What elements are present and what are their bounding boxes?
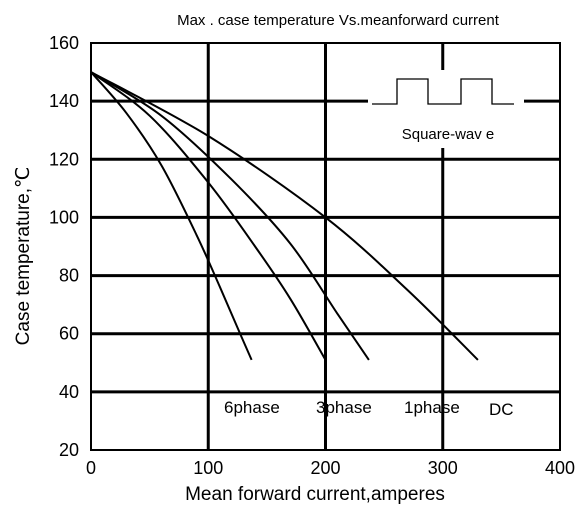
square-wave-inset: Square-wav e	[360, 70, 546, 148]
series-label-6phase: 6phase	[224, 398, 280, 417]
plot-frame	[90, 42, 561, 451]
series-line-1phase	[90, 71, 370, 361]
y-tick-label: 100	[49, 207, 79, 227]
x-tick-label: 0	[86, 458, 96, 478]
x-tick-label: 400	[545, 458, 575, 478]
y-tick-label: 60	[59, 324, 79, 344]
series-label-dc: DC	[489, 400, 514, 419]
x-axis-label: Mean forward current,amperes	[185, 484, 445, 505]
y-tick-label: 20	[59, 440, 79, 460]
x-tick-label: 300	[428, 458, 458, 478]
x-tick-label: 100	[193, 458, 223, 478]
chart-title: Max . case temperature Vs.meanforward cu…	[177, 12, 500, 29]
tick-labels: 0 100 200 300 400 20 40 60 80 100 120 140 160	[49, 33, 575, 478]
y-tick-label: 140	[49, 91, 79, 111]
series-label-1phase: 1phase	[404, 398, 460, 417]
series-lines	[90, 71, 479, 361]
y-tick-label: 120	[49, 149, 79, 169]
y-tick-label: 80	[59, 266, 79, 286]
inset-label: Square-wav e	[402, 126, 495, 143]
series-labels: 6phase 3phase 1phase DC	[224, 398, 514, 419]
series-line-3phase	[90, 71, 327, 361]
square-wave-icon	[372, 78, 514, 105]
x-tick-label: 200	[310, 458, 340, 478]
y-tick-label: 40	[59, 382, 79, 402]
series-line-6phase	[90, 71, 253, 361]
y-axis-label: Case temperature,℃	[13, 167, 34, 346]
series-line-dc	[90, 71, 479, 361]
y-tick-label: 160	[49, 33, 79, 53]
series-label-3phase: 3phase	[316, 398, 372, 417]
inset-background	[368, 70, 524, 148]
